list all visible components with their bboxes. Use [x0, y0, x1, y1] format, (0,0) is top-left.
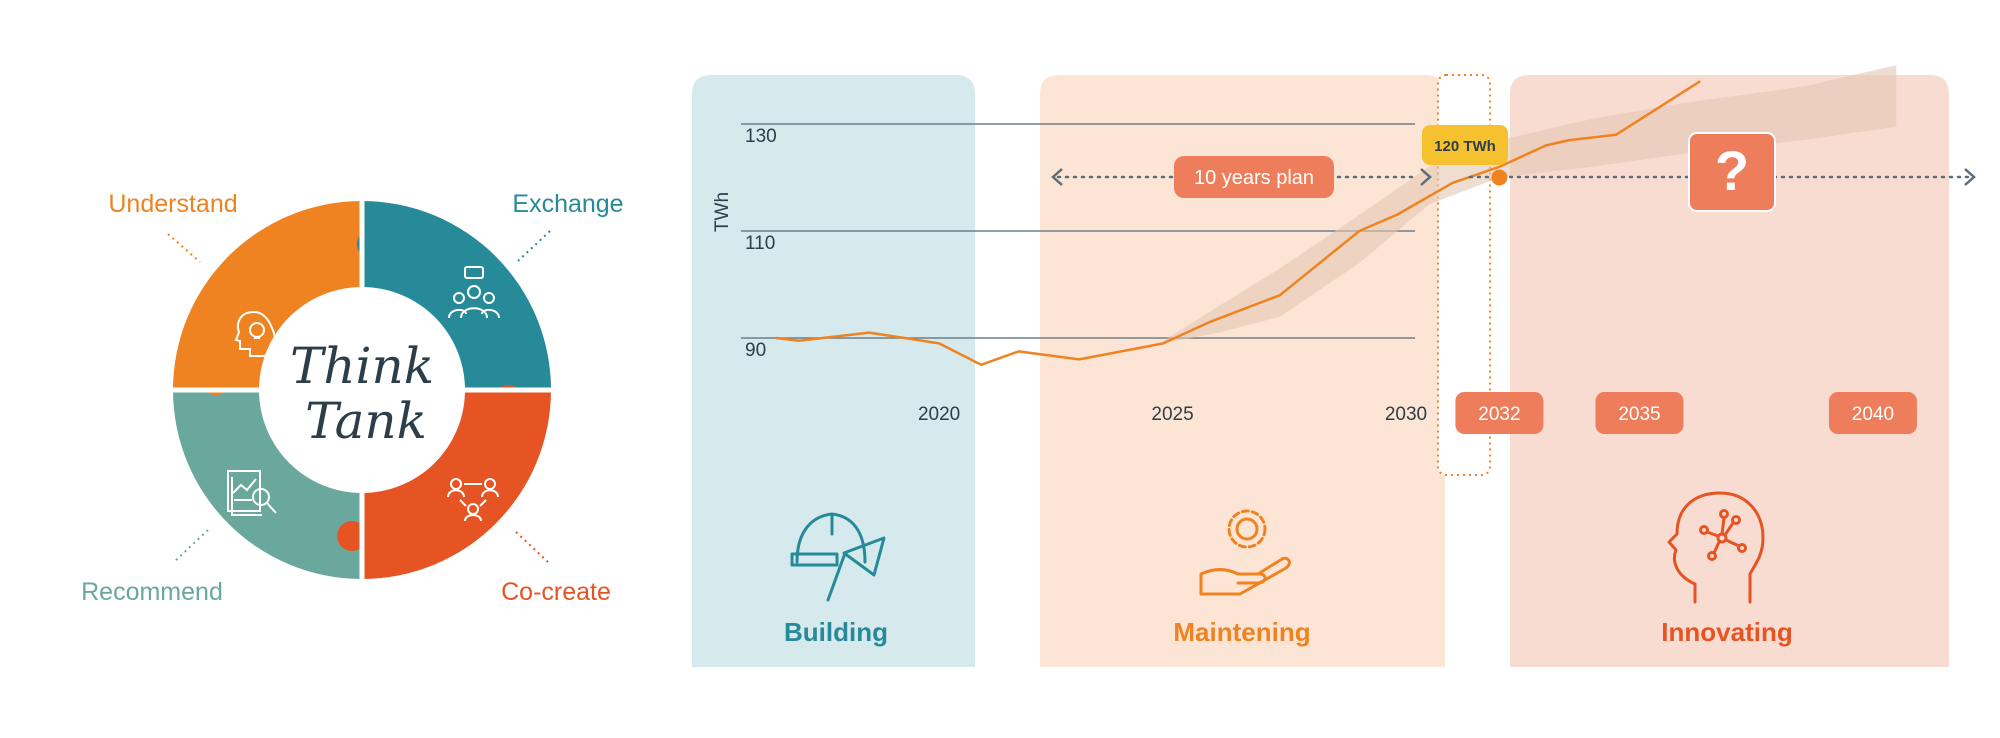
x-tick-label: 2025	[1151, 404, 1193, 425]
y-tick-label: 90	[745, 340, 766, 361]
x-tick-label: 2030	[1385, 404, 1427, 425]
plan-badge: 10 years plan	[1174, 156, 1334, 198]
panel-building	[692, 75, 975, 667]
phase-label-maintening: Maintening	[1173, 617, 1310, 647]
future-year-label: 2040	[1852, 404, 1894, 425]
highlight-callout: 120 TWh	[1422, 125, 1508, 165]
report-search-icon	[227, 470, 277, 516]
wheel-segment-cocreate	[362, 390, 551, 579]
think-tank-wheel: Think Tank	[81, 190, 623, 606]
wheel-segment-exchange	[362, 201, 551, 390]
group-chat-icon	[448, 266, 500, 319]
future-year-label: 2032	[1478, 404, 1520, 425]
phase-label-innovating: Innovating	[1661, 617, 1792, 647]
future-year-badge-bg	[1455, 392, 1544, 434]
future-year-label: 2035	[1618, 404, 1660, 425]
people-network-icon	[447, 478, 499, 522]
lightbulb-head-icon	[234, 311, 276, 357]
label-understand: Understand	[108, 190, 237, 218]
label-exchange: Exchange	[512, 190, 623, 218]
phase-label-building: Building	[784, 617, 888, 647]
gear-hand-icon	[1199, 509, 1291, 596]
highlight-point	[1491, 169, 1508, 186]
gridlines	[741, 123, 1415, 339]
panel-maintening	[1040, 75, 1445, 667]
future-year-badge: 2035	[1595, 392, 1684, 434]
y-tick-labels: 90 110 130	[745, 126, 777, 361]
future-year-badge-bg	[1595, 392, 1684, 434]
question-badge: ?	[1688, 132, 1776, 212]
think-tank-title-line2: Tank	[305, 392, 427, 450]
y-axis-label: TWh	[712, 192, 733, 232]
phase-panels	[692, 74, 1949, 667]
helmet-trowel-icon	[790, 512, 886, 602]
plan-badge-label: 10 years plan	[1194, 167, 1314, 189]
label-cocreate: Co-create	[501, 578, 611, 606]
question-mark: ?	[1715, 139, 1749, 202]
brain-head-icon	[1667, 491, 1765, 604]
wheel-segment-understand	[173, 201, 362, 390]
think-tank-title-line1: Think	[290, 337, 434, 395]
future-year-badge-bg	[1828, 392, 1917, 434]
panel-innovating	[1510, 75, 1949, 667]
future-year-badge: 2032	[1455, 392, 1544, 434]
highlight-label: 120 TWh	[1434, 138, 1496, 155]
label-recommend: Recommend	[81, 578, 223, 606]
x-tick-labels: 2020 2025 2030 2032 2035 2040	[918, 392, 1917, 434]
wheel-segment-recommend	[173, 390, 362, 579]
future-year-badge: 2040	[1828, 392, 1917, 434]
x-tick-label: 2020	[918, 404, 960, 425]
y-tick-label: 110	[745, 233, 775, 254]
series-line	[775, 80, 1701, 367]
y-tick-label: 130	[745, 126, 777, 147]
